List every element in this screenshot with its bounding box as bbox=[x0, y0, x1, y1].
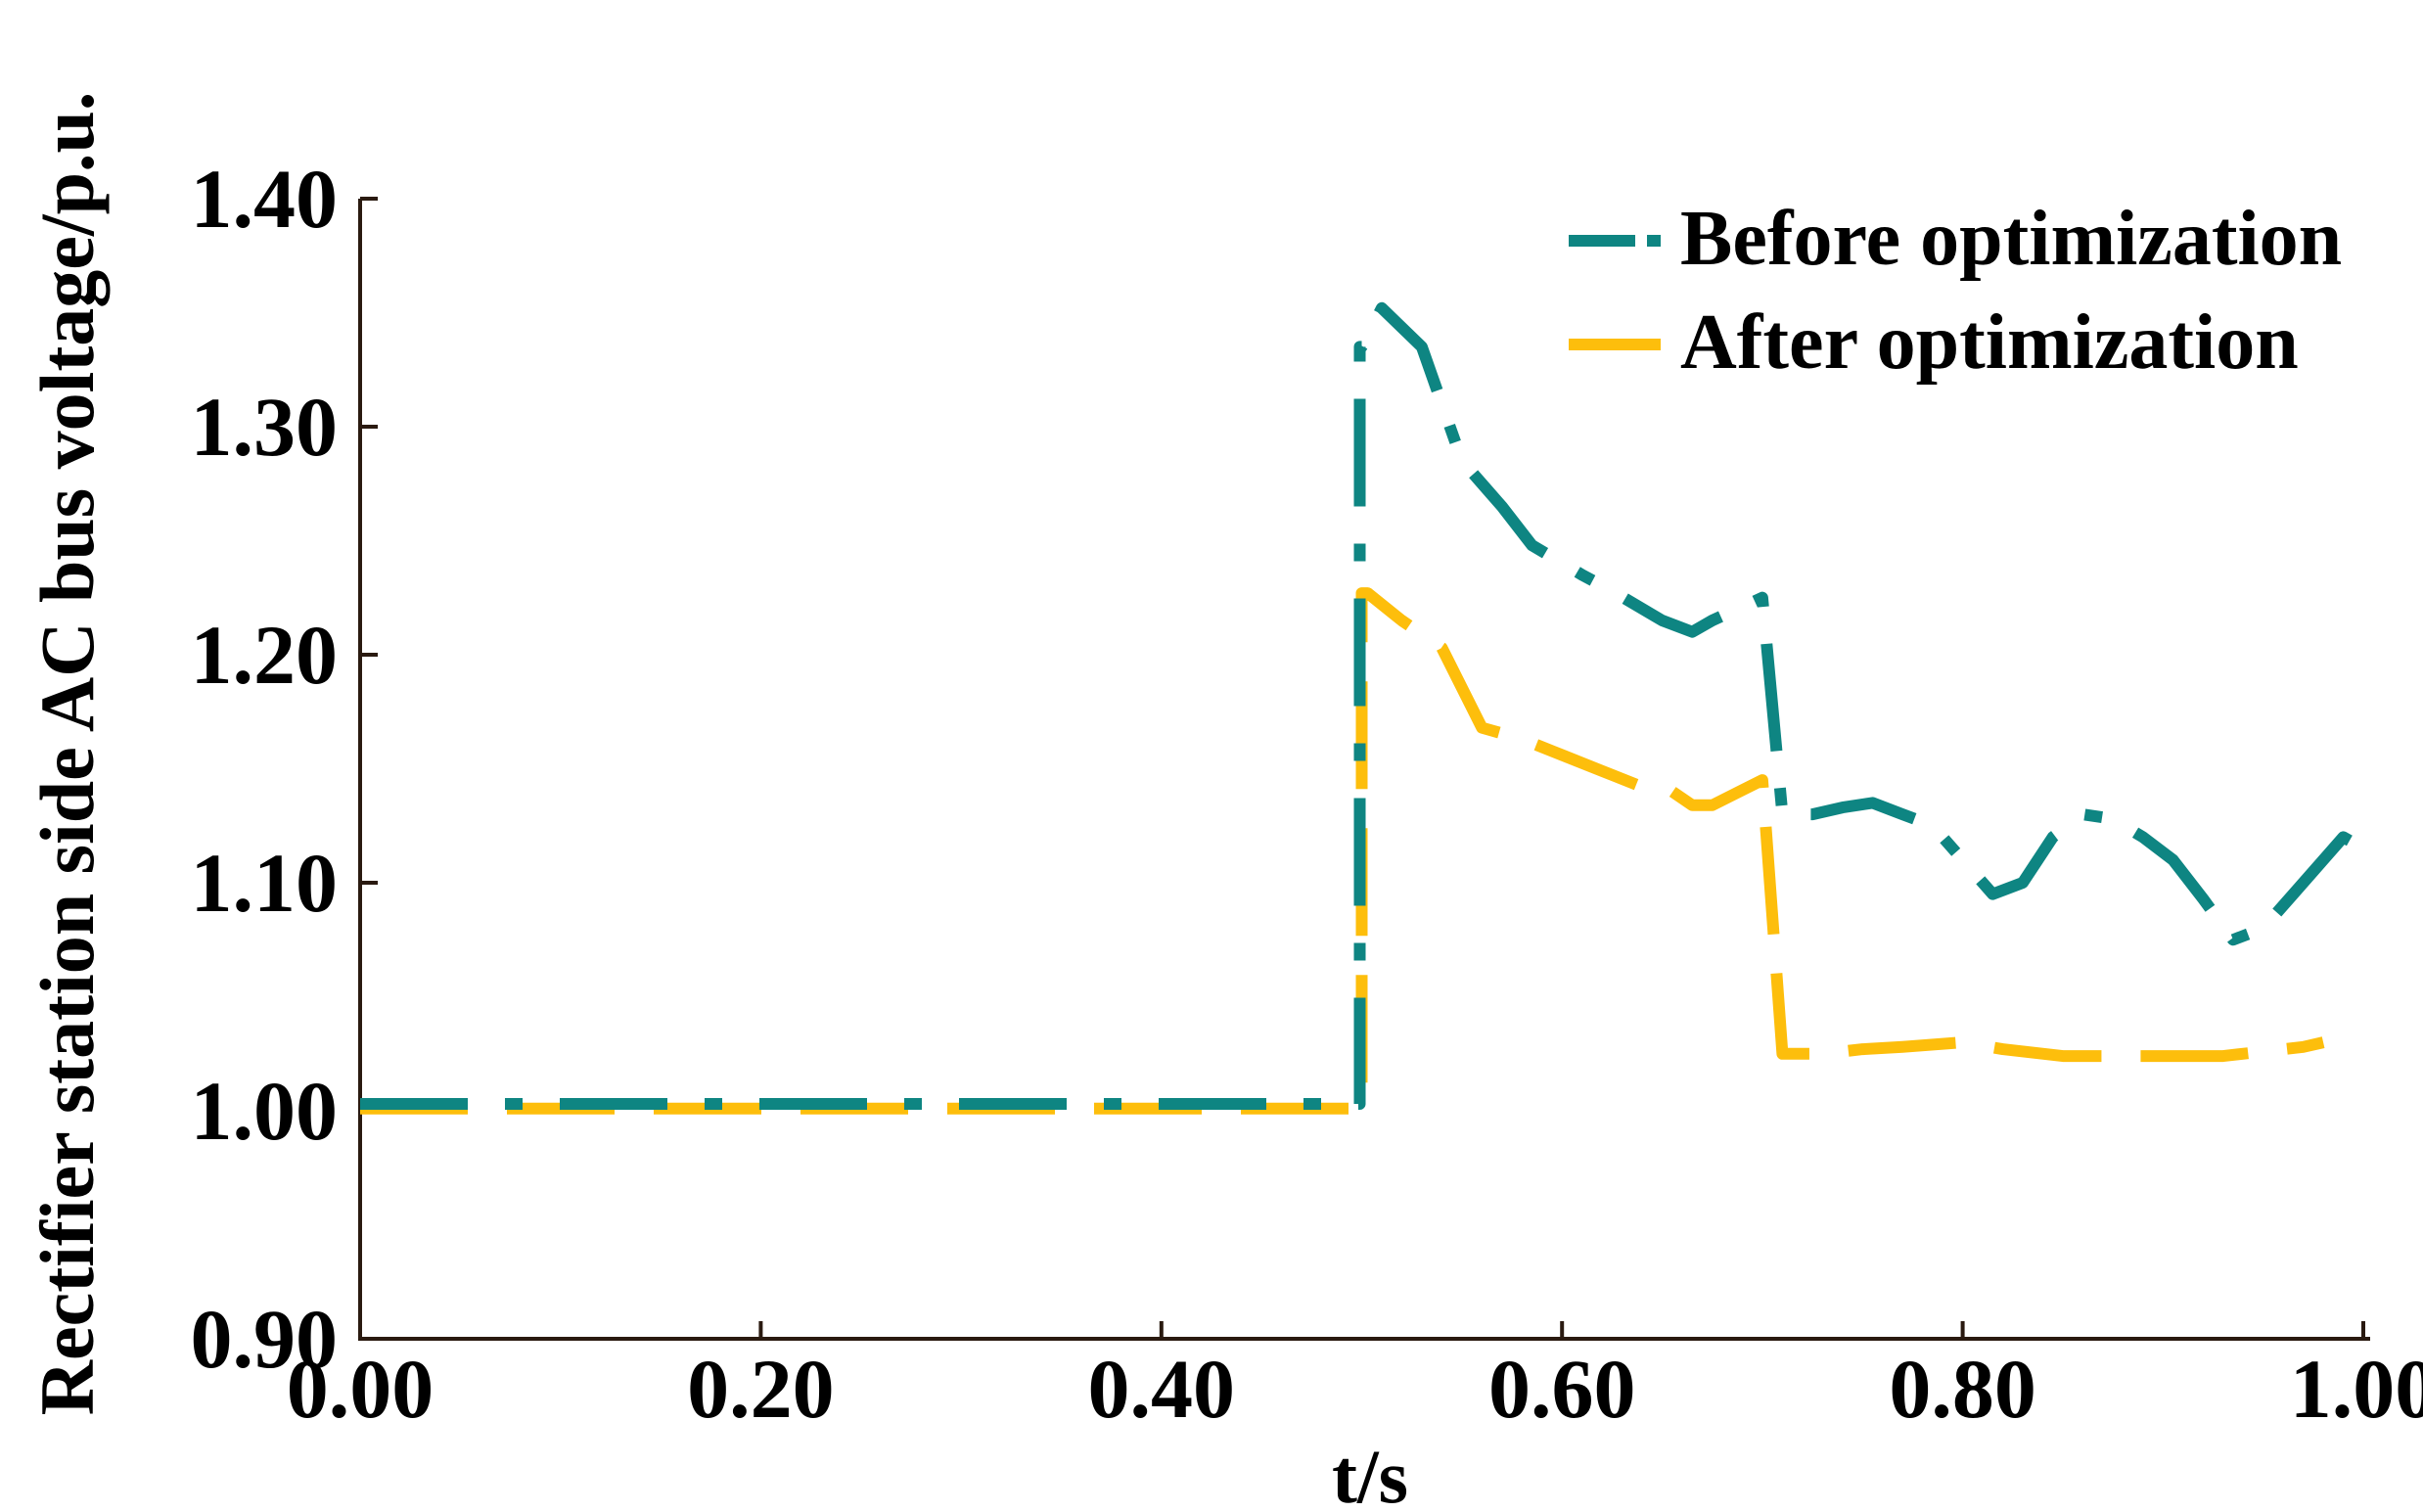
axes bbox=[358, 199, 2370, 1341]
x-tick-label: 0.00 bbox=[287, 1342, 434, 1436]
y-tick-label: 1.00 bbox=[191, 1064, 339, 1158]
legend-label-before-optimization: Before optimization bbox=[1680, 196, 2342, 282]
x-tick-label: 0.20 bbox=[687, 1342, 835, 1436]
x-tick-label: 0.60 bbox=[1488, 1342, 1636, 1436]
y-ticks: 0.90 1.00 1.10 1.20 1.30 1.40 bbox=[191, 152, 378, 1386]
y-tick-label: 1.20 bbox=[191, 608, 339, 702]
x-ticks: 0.00 0.20 0.40 0.60 0.80 1.00 bbox=[287, 1321, 2423, 1436]
legend: Before optimization After optimization bbox=[1569, 196, 2342, 386]
y-tick-label: 1.30 bbox=[191, 380, 339, 474]
x-tick-label: 1.00 bbox=[2290, 1342, 2423, 1436]
series-line-after-optimization bbox=[360, 587, 2325, 1115]
x-tick-label: 0.80 bbox=[1889, 1342, 2036, 1436]
y-tick-label: 0.90 bbox=[191, 1292, 339, 1386]
series-layer bbox=[360, 301, 2366, 1115]
x-tick-label: 0.40 bbox=[1088, 1342, 1236, 1436]
y-axis-title: Rectifier station side AC bus voltage/p.… bbox=[24, 92, 110, 1416]
legend-label-after-optimization: After optimization bbox=[1680, 299, 2299, 386]
y-tick-label: 1.40 bbox=[191, 152, 339, 246]
series-line-before-optimization bbox=[360, 301, 2366, 1110]
y-tick-label: 1.10 bbox=[191, 836, 339, 930]
x-axis-title: t/s bbox=[1332, 1434, 1408, 1512]
